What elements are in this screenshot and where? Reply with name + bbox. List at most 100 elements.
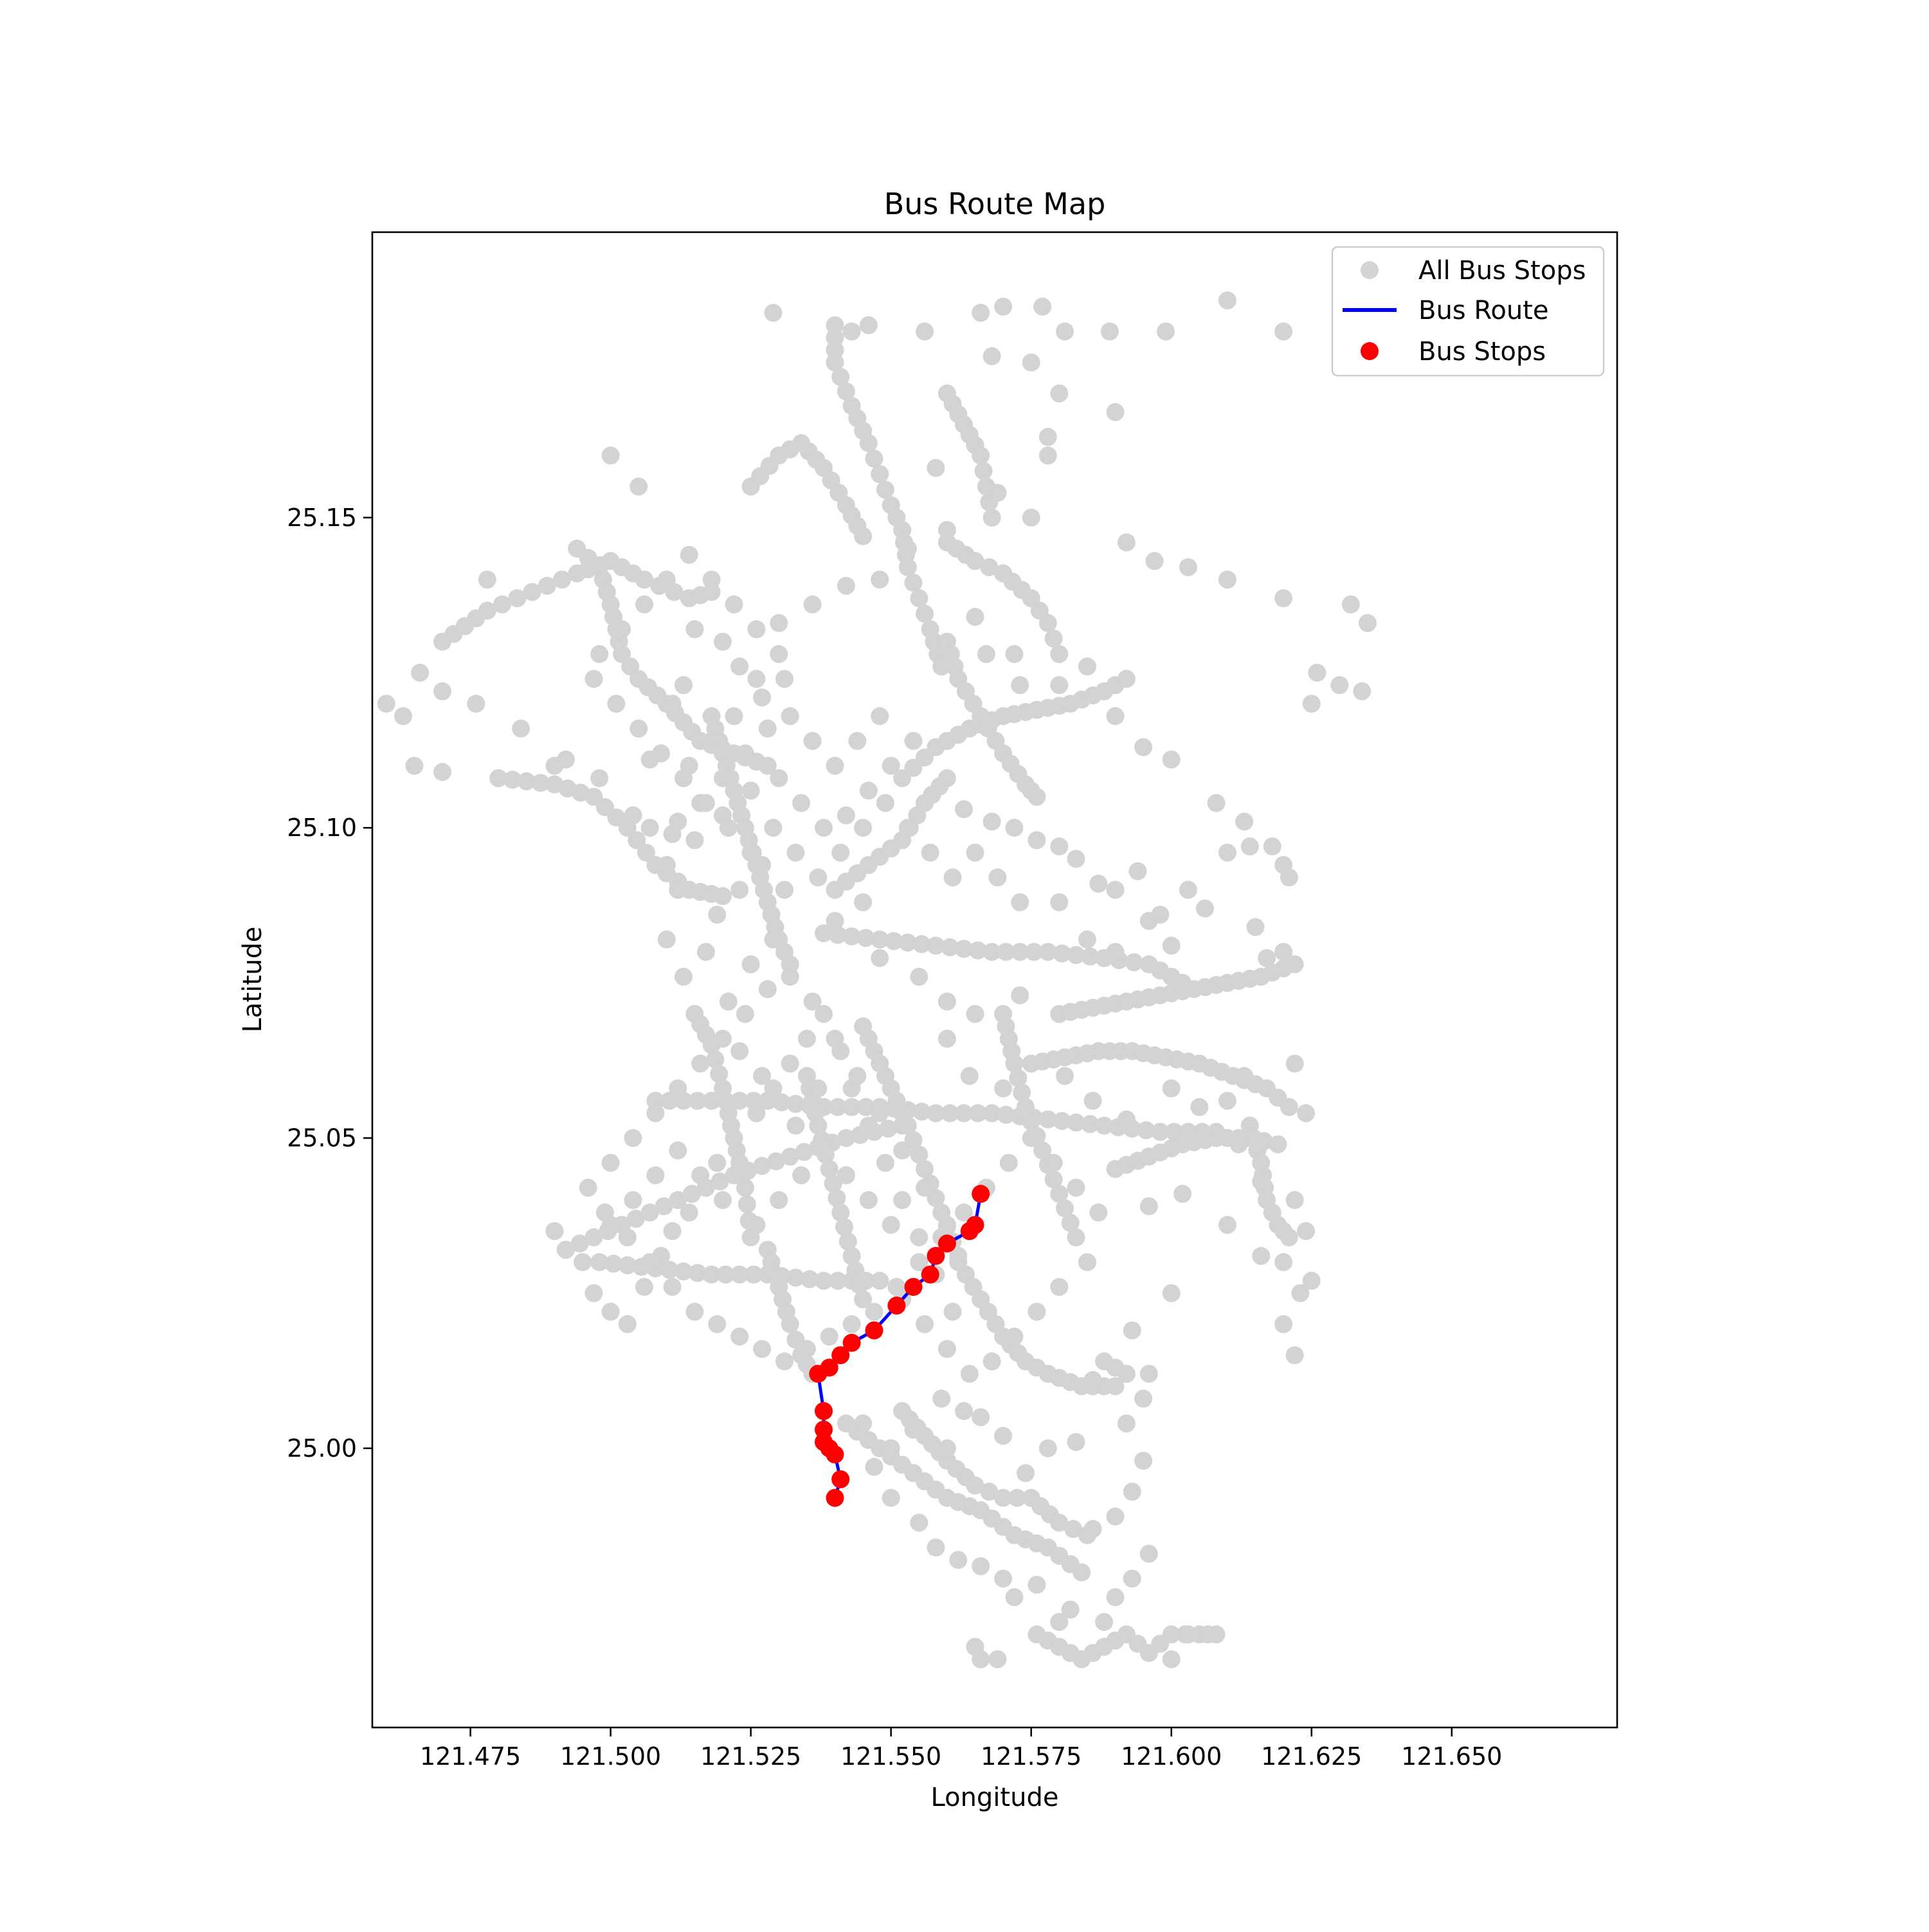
all-bus-stop-point	[898, 558, 917, 576]
all-bus-stop-point	[856, 1098, 875, 1116]
all-bus-stop-point	[1005, 1054, 1024, 1073]
legend-label-bus-route: Bus Route	[1418, 296, 1548, 325]
all-bus-stop-point	[736, 1178, 754, 1197]
all-bus-stop-point	[1061, 1214, 1080, 1232]
all-bus-stop-point	[943, 1302, 962, 1321]
y-axis-label: Latitude	[238, 927, 267, 1033]
all-bus-stop-point	[708, 1154, 727, 1172]
all-bus-stop-point	[1028, 1576, 1046, 1594]
all-bus-stop-point	[1117, 1414, 1136, 1433]
all-bus-stop-point	[1302, 1271, 1321, 1290]
all-bus-stop-point	[826, 353, 844, 372]
all-bus-stop-point	[803, 595, 822, 614]
all-bus-stop-point	[675, 769, 693, 787]
all-bus-stop-point	[826, 341, 844, 360]
all-bus-stop-point	[937, 1030, 956, 1048]
all-bus-stop-point	[921, 843, 939, 862]
all-bus-stop-point	[932, 1389, 951, 1408]
all-bus-stop-point	[1056, 1199, 1074, 1217]
all-bus-stop-point	[781, 955, 799, 974]
legend-marker-all-bus-stops	[1361, 261, 1379, 279]
all-bus-stop-point	[1067, 850, 1085, 868]
all-bus-stop-point	[828, 1271, 847, 1290]
all-bus-stop-point	[966, 843, 984, 862]
all-bus-stop-point	[815, 1141, 833, 1160]
y-tick-label: 25.00	[287, 1434, 357, 1463]
all-bus-stop-point	[1038, 943, 1057, 961]
all-bus-stop-point	[1067, 945, 1085, 964]
all-bus-stop-point	[730, 1091, 749, 1110]
all-bus-stop-point	[876, 794, 894, 812]
all-bus-stop-point	[545, 1222, 564, 1241]
all-bus-stop-point	[786, 1095, 805, 1113]
all-bus-stop-point	[584, 670, 603, 688]
all-bus-stop-point	[680, 1203, 698, 1222]
all-bus-stop-point	[1053, 944, 1071, 963]
all-bus-stop-point	[675, 676, 693, 695]
all-bus-stop-point	[865, 1302, 883, 1321]
all-bus-stop-point	[1123, 1482, 1141, 1501]
all-bus-stop-point	[640, 1253, 659, 1271]
all-bus-stop-point	[1240, 837, 1259, 856]
all-bus-stop-point	[657, 930, 676, 949]
all-bus-stop-point	[675, 1262, 693, 1280]
all-bus-stop-point	[747, 1216, 766, 1234]
all-bus-stop-point	[988, 484, 1007, 502]
all-bus-stop-point	[932, 657, 951, 676]
all-bus-stop-point	[1106, 707, 1125, 725]
all-bus-stop-point	[871, 930, 889, 949]
x-tick-label: 121.500	[560, 1742, 661, 1771]
all-bus-stop-point	[1038, 614, 1057, 632]
all-bus-stop-point	[972, 304, 990, 322]
all-bus-stop-point	[809, 868, 828, 887]
all-bus-stop-point	[652, 744, 671, 763]
all-bus-stop-point	[871, 1104, 889, 1122]
route-bus-stop-point	[904, 1278, 923, 1296]
all-bus-stop-point	[1196, 899, 1214, 918]
all-bus-stop-point	[937, 769, 956, 787]
all-bus-stop-point	[1078, 657, 1096, 676]
all-bus-stop-point	[685, 831, 704, 850]
all-bus-stop-point	[747, 670, 766, 688]
all-bus-stop-point	[394, 707, 412, 725]
all-bus-stop-point	[955, 1402, 973, 1420]
all-bus-stop-point	[871, 465, 889, 484]
x-tick-label: 121.650	[1401, 1742, 1502, 1771]
all-bus-stop-point	[702, 1091, 721, 1110]
all-bus-stop-point	[702, 583, 721, 601]
all-bus-stop-point	[747, 620, 766, 639]
all-bus-stop-point	[1022, 353, 1040, 372]
all-bus-stop-point	[523, 583, 541, 601]
all-bus-stop-point	[1128, 862, 1147, 880]
legend-label-all-bus-stops: All Bus Stops	[1418, 256, 1586, 286]
all-bus-stop-point	[904, 1420, 923, 1439]
all-bus-stop-point	[1263, 837, 1281, 856]
all-bus-stop-point	[657, 856, 676, 874]
all-bus-stop-point	[714, 769, 732, 787]
all-bus-stop-point	[753, 1340, 772, 1358]
all-bus-stop-point	[467, 695, 485, 713]
all-bus-stop-point	[815, 1271, 833, 1290]
all-bus-stop-point	[770, 614, 788, 632]
all-bus-stop-point	[714, 1191, 732, 1209]
all-bus-stop-point	[828, 925, 847, 944]
all-bus-stop-point	[994, 1079, 1013, 1098]
all-bus-stop-point	[696, 943, 715, 961]
all-bus-stop-point	[613, 620, 631, 639]
all-bus-stop-point	[983, 812, 1001, 831]
all-bus-stop-point	[628, 831, 646, 850]
all-bus-stop-point	[1067, 1433, 1085, 1452]
all-bus-stop-point	[1106, 1588, 1125, 1607]
all-bus-stop-point	[927, 936, 945, 955]
all-bus-stop-point	[837, 576, 855, 595]
all-bus-stop-point	[711, 1172, 729, 1190]
all-bus-stop-point	[574, 1253, 592, 1271]
all-bus-stop-point	[1151, 1122, 1170, 1141]
all-bus-stop-point	[842, 1246, 861, 1265]
all-bus-stop-point	[937, 1340, 956, 1358]
all-bus-stop-point	[910, 967, 928, 986]
all-bus-stop-point	[1038, 1439, 1057, 1457]
all-bus-stop-point	[708, 906, 727, 924]
all-bus-stop-point	[781, 1147, 799, 1166]
